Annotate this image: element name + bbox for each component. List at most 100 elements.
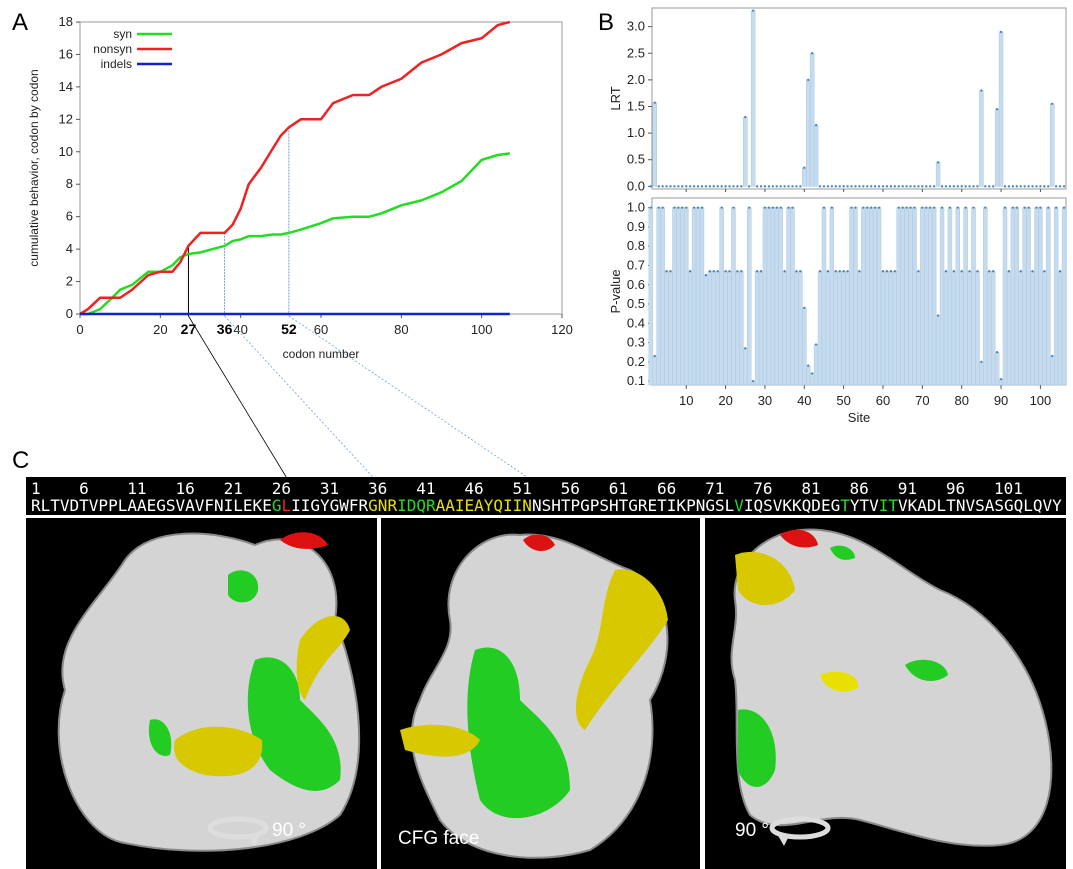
bar: [735, 271, 739, 385]
point: [917, 270, 919, 272]
plot-frame: [80, 22, 562, 314]
point: [1043, 270, 1045, 272]
point: [768, 185, 770, 187]
point: [665, 270, 667, 272]
sequence-segment: GNR: [368, 496, 397, 515]
point: [949, 206, 951, 208]
point: [1023, 206, 1025, 208]
x-tick-label: 50: [836, 393, 850, 408]
y-tick-label: 1.0: [627, 125, 645, 140]
bar: [779, 208, 783, 385]
bar: [838, 271, 842, 385]
bar: [771, 208, 775, 385]
point: [1012, 185, 1014, 187]
bar: [853, 208, 857, 385]
point: [846, 270, 848, 272]
y-tick-label: 8: [66, 176, 73, 191]
point: [854, 185, 856, 187]
x-axis-label: Site: [848, 410, 870, 425]
point: [882, 270, 884, 272]
sequence-segment: RLTVDTVPPLAAEGSVAVFNILEKE: [31, 496, 272, 515]
bar: [661, 208, 665, 385]
y-tick-label: 12: [59, 111, 73, 126]
bar: [755, 271, 759, 385]
bar: [704, 275, 708, 385]
y-tick-label: 2: [66, 274, 73, 289]
residue-number: 81: [801, 479, 820, 498]
point: [988, 185, 990, 187]
point: [827, 270, 829, 272]
bar: [861, 208, 865, 385]
bar: [806, 366, 810, 385]
y-tick-label: 0.8: [627, 238, 645, 253]
point: [866, 185, 868, 187]
residue-number: 101: [994, 479, 1023, 498]
connector: [289, 316, 527, 477]
sequence-segment: IDQR: [397, 496, 436, 515]
residue-number: 31: [320, 479, 339, 498]
point: [736, 185, 738, 187]
point: [728, 185, 730, 187]
y-tick-label: 1.0: [627, 200, 645, 215]
bar: [972, 208, 976, 385]
bar: [830, 208, 834, 385]
point: [968, 185, 970, 187]
x-tick-label: 90: [994, 393, 1008, 408]
bar: [889, 271, 893, 385]
point: [953, 185, 955, 187]
residue-number: 96: [946, 479, 965, 498]
bar: [1054, 208, 1058, 385]
y-tick-label: 10: [59, 144, 73, 159]
bar: [814, 345, 818, 385]
x-axis-label: codon number: [283, 347, 360, 361]
x-tick-label: 80: [394, 322, 408, 337]
bar: [1042, 271, 1046, 385]
point: [732, 206, 734, 208]
point: [921, 185, 923, 187]
point: [1020, 270, 1022, 272]
point: [984, 185, 986, 187]
bar: [1062, 208, 1066, 385]
point: [654, 355, 656, 357]
point: [697, 185, 699, 187]
point: [815, 343, 817, 345]
point: [803, 307, 805, 309]
point: [661, 185, 663, 187]
bar: [877, 208, 881, 385]
marker-label: 52: [281, 321, 297, 337]
point: [933, 206, 935, 208]
bar: [731, 208, 735, 385]
point: [779, 206, 781, 208]
point: [957, 206, 959, 208]
point: [764, 185, 766, 187]
point: [996, 351, 998, 353]
point: [669, 185, 671, 187]
point: [709, 185, 711, 187]
bar: [806, 80, 810, 186]
bar: [1031, 271, 1035, 385]
bar: [834, 271, 838, 385]
point: [827, 185, 829, 187]
point: [1035, 206, 1037, 208]
point: [905, 185, 907, 187]
bar: [826, 271, 830, 385]
point: [736, 270, 738, 272]
point: [669, 270, 671, 272]
point: [783, 270, 785, 272]
bar: [1050, 104, 1054, 187]
point: [748, 185, 750, 187]
point: [937, 161, 939, 163]
bar: [983, 208, 987, 385]
point: [724, 185, 726, 187]
bar: [810, 373, 814, 385]
point: [799, 270, 801, 272]
structure-view: [705, 518, 1066, 869]
panel-letter: C: [12, 447, 29, 474]
point: [661, 206, 663, 208]
legend-label: nonsyn: [93, 42, 132, 56]
point: [807, 79, 809, 81]
bar: [763, 208, 767, 385]
sequence: RLTVDTVPPLAAEGSVAVFNILEKEGLIIGYGWFRGNRID…: [31, 496, 1062, 515]
point: [787, 185, 789, 187]
view-caption: 90 °: [735, 820, 769, 841]
